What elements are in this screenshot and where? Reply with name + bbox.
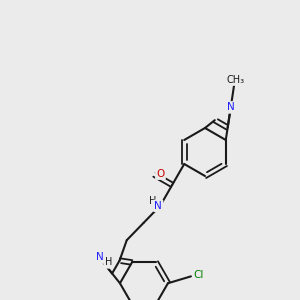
Text: Cl: Cl	[194, 270, 204, 280]
Text: CH₃: CH₃	[226, 75, 244, 85]
Text: O: O	[156, 169, 165, 179]
Text: H: H	[105, 257, 112, 268]
Text: N: N	[227, 102, 235, 112]
Text: N: N	[97, 253, 104, 262]
Text: N: N	[154, 201, 162, 211]
Text: H: H	[148, 196, 156, 206]
